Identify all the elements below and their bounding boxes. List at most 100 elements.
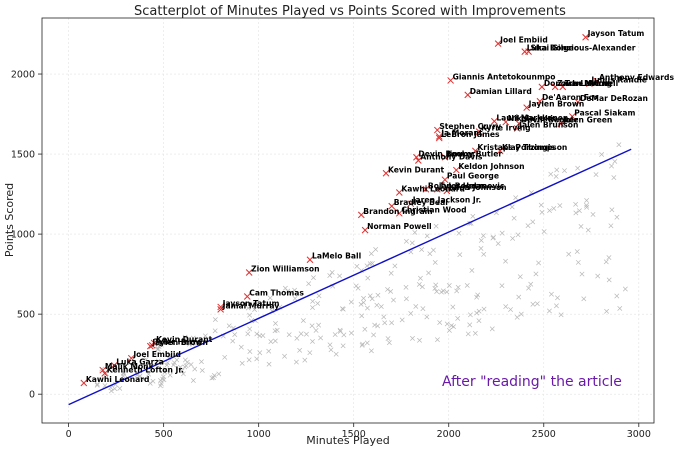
point-label: Tyler Herro (154, 337, 202, 346)
background-point (254, 331, 260, 337)
background-point (182, 364, 188, 370)
highlight-point (414, 157, 422, 164)
y-tick-label: 0 (29, 390, 35, 401)
background-point (137, 374, 142, 380)
point-label: Trae Young (565, 79, 612, 88)
background-point (309, 323, 315, 329)
highlight-point (475, 128, 483, 136)
background-point (373, 247, 379, 252)
background-point (375, 292, 381, 298)
highlight-point (245, 269, 253, 276)
y-tick-label: 1000 (11, 230, 35, 241)
point-label: Damian Lillard (470, 87, 532, 96)
background-point (266, 348, 272, 354)
background-point (302, 357, 308, 363)
point-label: Jaylen Brown (151, 338, 208, 347)
background-point (416, 282, 422, 287)
background-point (311, 275, 316, 281)
background-point (340, 343, 346, 349)
background-point (555, 295, 560, 301)
background-point (340, 306, 346, 312)
point-label: Kevin Durant (388, 165, 444, 174)
background-point (578, 224, 584, 229)
background-point (318, 335, 324, 341)
highlight-point (521, 48, 529, 55)
background-point (294, 335, 300, 341)
background-point (464, 283, 470, 288)
highlight-point (435, 133, 443, 140)
highlight-point (557, 120, 565, 128)
background-point (609, 163, 614, 169)
point-label: Jayson Tatum (587, 29, 645, 38)
background-point (257, 333, 263, 339)
background-point (566, 251, 572, 257)
background-point (190, 378, 196, 383)
highlight-point (407, 200, 415, 208)
background-point (448, 323, 454, 328)
background-point (575, 259, 581, 265)
background-point (456, 230, 462, 236)
background-point (553, 303, 559, 309)
highlight-point (361, 226, 369, 234)
background-point (337, 273, 343, 279)
background-point (163, 338, 168, 344)
background-point (410, 335, 415, 341)
background-point (381, 314, 387, 320)
background-point (573, 210, 579, 216)
background-point (348, 299, 354, 305)
background-point (403, 238, 409, 244)
background-point (476, 308, 482, 314)
background-point (419, 284, 425, 290)
background-point (454, 288, 460, 294)
highlight-point (148, 342, 156, 349)
background-point (585, 227, 591, 233)
background-point (378, 304, 384, 310)
background-point (180, 371, 186, 377)
background-point (437, 320, 443, 326)
background-point (536, 260, 542, 266)
highlight-point (217, 303, 225, 311)
background-point (285, 288, 291, 294)
highlight-point (99, 366, 107, 374)
background-point (257, 350, 263, 356)
plot-frame (41, 17, 655, 424)
background-point (446, 283, 452, 288)
background-point (306, 281, 312, 287)
highlight-point (471, 147, 479, 155)
background-point (184, 359, 190, 365)
background-point (239, 360, 245, 366)
background-point (474, 310, 480, 316)
background-point (392, 263, 398, 269)
background-point (513, 195, 519, 201)
point-label: De'Aaron Fox (542, 93, 599, 102)
background-point (509, 204, 515, 210)
background-point (481, 306, 487, 312)
point-label: Luka Garza (116, 357, 164, 366)
point-label: Devin Booker (418, 149, 475, 158)
background-point (573, 201, 579, 207)
background-point (419, 247, 425, 252)
highlight-point (388, 202, 396, 210)
background-point (408, 311, 414, 316)
background-point (131, 359, 137, 365)
point-label: Jalen Green (562, 116, 612, 125)
background-point (409, 240, 415, 246)
background-point (424, 314, 430, 320)
background-point (364, 305, 370, 311)
background-point (386, 340, 392, 346)
y-axis-label: Points Scored (3, 183, 16, 257)
trend-line (68, 148, 632, 406)
background-point (549, 291, 554, 297)
point-label: Pascal Siakam (574, 108, 635, 117)
point-label: Norman Powell (367, 222, 432, 231)
highlight-point (422, 185, 430, 193)
background-point (143, 356, 149, 362)
background-point (165, 360, 170, 366)
highlight-point (413, 153, 420, 161)
background-point (450, 304, 456, 310)
background-point (455, 316, 461, 321)
background-point (557, 203, 563, 209)
background-point (420, 306, 426, 312)
background-point (254, 356, 260, 362)
background-point (364, 340, 370, 346)
